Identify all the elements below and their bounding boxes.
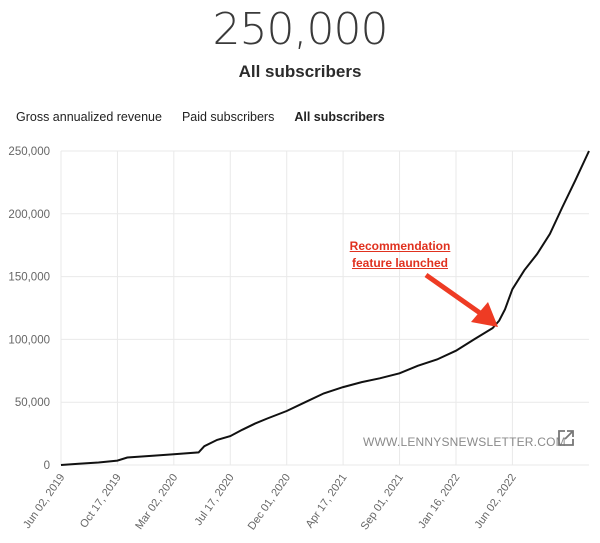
- y-tick-label: 250,000: [8, 146, 50, 158]
- x-tick-label: Jun 02, 2019: [21, 472, 67, 531]
- arrow-head: [471, 302, 498, 327]
- external-link-icon[interactable]: [556, 428, 576, 448]
- annotation-line-2: feature launched: [351, 256, 449, 270]
- big-number: 250,000: [212, 4, 389, 55]
- x-tick-label: Jun 02, 2022: [473, 472, 519, 531]
- x-tick-label: Dec 01, 2020: [246, 472, 293, 532]
- y-axis: 0 50,000 100,000 150,000 200,000 250,000: [8, 146, 50, 472]
- annotation-arrow: [424, 272, 498, 327]
- x-tick-label: Jul 17, 2020: [193, 472, 237, 528]
- tab-all-subscribers[interactable]: All subscribers: [294, 110, 385, 124]
- annotation-label: Recommendation feature launched: [340, 238, 460, 272]
- x-tick-label: Sep 01, 2021: [359, 472, 406, 532]
- y-tick-label: 0: [44, 460, 50, 472]
- chart-subtitle: All subscribers: [238, 62, 362, 81]
- x-axis: Jun 02, 2019 Oct 17, 2019 Mar 02, 2020 Jul …: [21, 472, 519, 532]
- metric-tabs: Gross annualized revenue Paid subscriber…: [16, 110, 385, 124]
- arrow-shaft: [424, 272, 482, 316]
- y-tick-label: 200,000: [8, 209, 50, 221]
- x-tick-label: Mar 02, 2020: [133, 472, 180, 532]
- grid-lines: [60, 150, 589, 466]
- x-tick-label: Oct 17, 2019: [78, 472, 124, 530]
- watermark: WWW.LENNYSNEWSLETTER.COM: [363, 435, 566, 449]
- x-tick-label: Apr 17, 2021: [304, 472, 350, 530]
- tab-gross-annualized-revenue[interactable]: Gross annualized revenue: [16, 110, 162, 124]
- tab-paid-subscribers[interactable]: Paid subscribers: [181, 110, 275, 124]
- y-tick-label: 50,000: [15, 397, 50, 409]
- y-tick-label: 150,000: [8, 272, 50, 284]
- annotation-line-1: Recommendation: [349, 239, 451, 253]
- y-tick-label: 100,000: [8, 334, 50, 346]
- series-line: [60, 150, 590, 466]
- x-tick-label: Jan 16, 2022: [416, 472, 462, 531]
